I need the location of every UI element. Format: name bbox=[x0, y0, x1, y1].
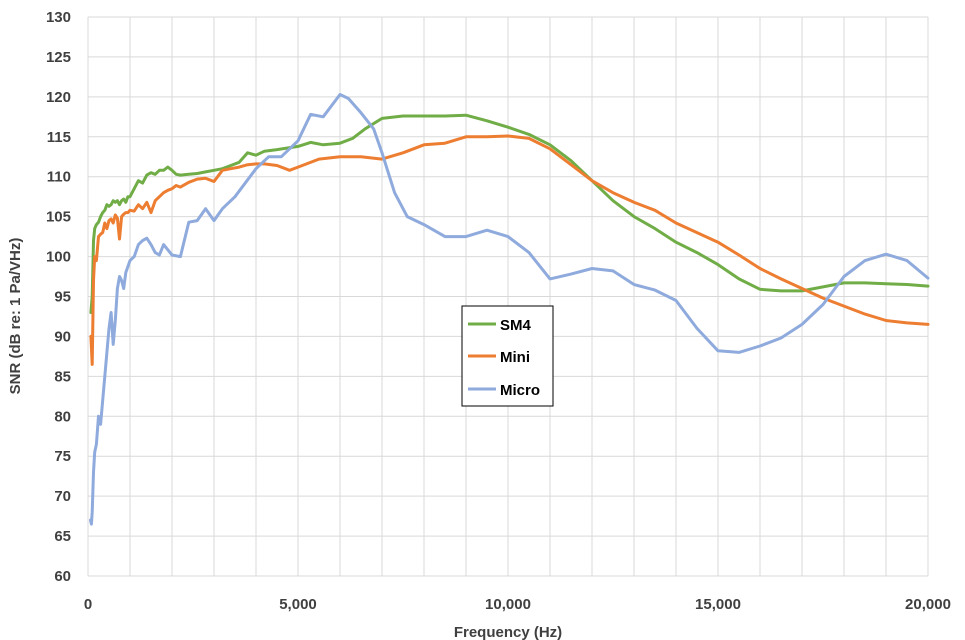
y-tick-label: 60 bbox=[54, 568, 71, 585]
y-axis-tick-labels: 60 65 70 75 80 85 90 95 100 105 110 115 120 125 130 bbox=[46, 9, 71, 585]
x-tick-label: 15,000 bbox=[695, 596, 741, 613]
series-lines bbox=[89, 93, 930, 526]
series-line-micro bbox=[89, 93, 930, 526]
y-tick-label: 90 bbox=[54, 328, 71, 345]
legend-label-mini: Mini bbox=[500, 349, 530, 366]
y-tick-label: 115 bbox=[47, 129, 71, 146]
y-axis-title: SNR (dB re: 1 Pa/VHz) bbox=[7, 238, 24, 395]
legend-label-micro: Micro bbox=[500, 382, 540, 399]
y-tick-label: 75 bbox=[54, 448, 71, 465]
series-line-sm4 bbox=[89, 113, 930, 314]
x-tick-label: 5,000 bbox=[279, 596, 317, 613]
x-tick-label: 0 bbox=[84, 596, 92, 613]
y-tick-label: 80 bbox=[54, 408, 71, 425]
x-axis-title: Frequency (Hz) bbox=[454, 624, 562, 640]
y-tick-label: 70 bbox=[54, 488, 71, 505]
legend: SM4 Mini Micro bbox=[461, 305, 554, 407]
y-tick-label: 65 bbox=[54, 528, 71, 545]
x-tick-label: 20,000 bbox=[905, 596, 951, 613]
x-tick-label: 10,000 bbox=[485, 596, 531, 613]
y-tick-label: 100 bbox=[46, 249, 71, 266]
x-axis-tick-labels: 0 5,000 10,000 15,000 20,000 bbox=[84, 596, 951, 613]
y-tick-label: 95 bbox=[54, 289, 71, 306]
y-tick-label: 120 bbox=[46, 89, 71, 106]
y-tick-label: 125 bbox=[46, 49, 71, 66]
y-tick-label: 85 bbox=[54, 368, 71, 385]
legend-label-sm4: SM4 bbox=[500, 317, 532, 334]
y-tick-label: 105 bbox=[46, 209, 71, 226]
y-tick-label: 130 bbox=[46, 9, 71, 26]
y-tick-label: 110 bbox=[47, 169, 71, 186]
series-line-mini bbox=[89, 134, 930, 366]
